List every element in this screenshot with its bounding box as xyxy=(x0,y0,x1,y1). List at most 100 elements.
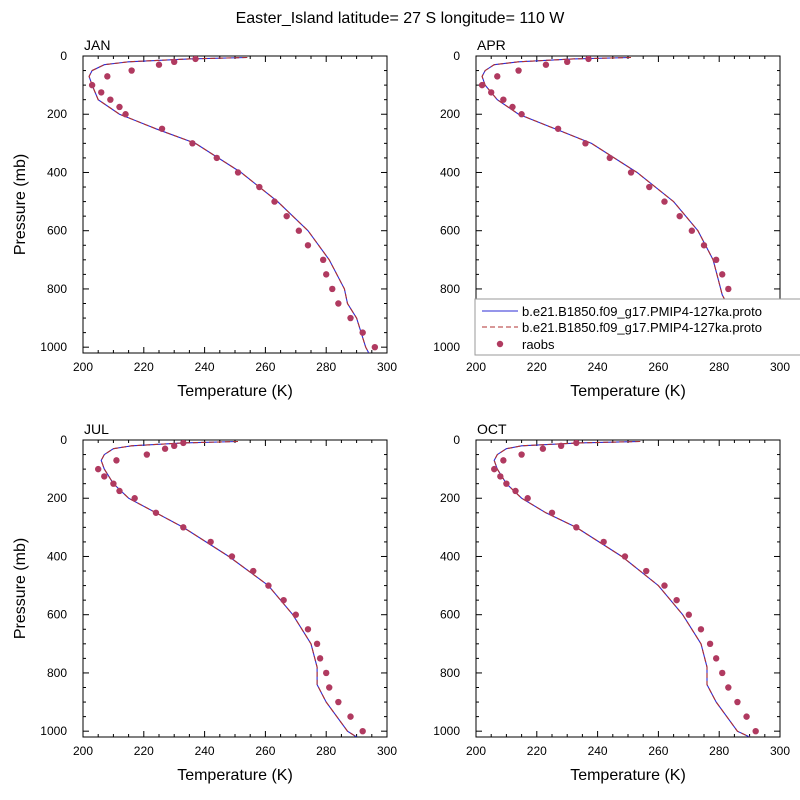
y-tick-label: 1000 xyxy=(433,340,460,354)
y-tick-label: 800 xyxy=(440,666,460,680)
panel-label-jan: JAN xyxy=(84,37,110,53)
x-axis-label: Temperature (K) xyxy=(570,383,686,400)
x-tick-label: 260 xyxy=(255,360,275,374)
raobs-point xyxy=(554,125,562,132)
raobs-point xyxy=(323,271,330,278)
raobs-point xyxy=(500,96,507,103)
series-line-model-b xyxy=(481,56,760,353)
raobs-point xyxy=(488,89,495,96)
y-tick-label: 400 xyxy=(440,165,460,179)
raobs-point xyxy=(158,125,166,132)
raobs-point xyxy=(725,684,732,691)
y-tick-label: 600 xyxy=(47,224,67,238)
x-tick-label: 240 xyxy=(588,360,608,374)
series-line-model-a xyxy=(100,440,357,737)
x-tick-label: 240 xyxy=(588,744,608,758)
raobs-point xyxy=(265,582,272,589)
x-tick-label: 240 xyxy=(195,744,215,758)
raobs-point xyxy=(359,329,366,336)
raobs-point xyxy=(171,442,178,450)
y-tick-label: 0 xyxy=(453,433,460,447)
raobs-point xyxy=(524,495,531,502)
x-tick-label: 240 xyxy=(195,360,215,374)
raobs-point xyxy=(548,509,556,516)
raobs-point xyxy=(719,271,726,278)
raobs-point xyxy=(725,285,732,293)
legend: b.e21.B1850.f09_g17.PMIP4-127ka.proto b.… xyxy=(474,298,800,356)
legend-swatch-raobs xyxy=(496,340,504,348)
x-tick-label: 280 xyxy=(316,360,336,374)
raobs-point xyxy=(606,154,613,162)
raobs-point xyxy=(712,655,720,662)
x-tick-label: 220 xyxy=(527,360,547,374)
y-tick-label: 400 xyxy=(440,549,460,563)
raobs-point xyxy=(564,58,571,66)
raobs-point xyxy=(171,58,178,66)
figure-title: Easter_Island latitude= 27 S longitude= … xyxy=(236,10,566,27)
raobs-point xyxy=(271,198,278,205)
raobs-point xyxy=(104,73,111,80)
raobs-point xyxy=(478,81,486,89)
raobs-point xyxy=(743,713,750,720)
raobs-point xyxy=(688,227,696,234)
x-tick-label: 200 xyxy=(73,744,93,758)
raobs-point xyxy=(573,440,580,447)
raobs-point xyxy=(621,553,629,560)
raobs-point xyxy=(101,473,108,480)
raobs-point xyxy=(180,524,187,531)
y-tick-label: 600 xyxy=(440,224,460,238)
legend-label-model-a: b.e21.B1850.f09_g17.PMIP4-127ka.proto xyxy=(522,304,762,319)
panel-jul: 200 220 240 260 280 300 0 200 400 600 800 1000 JUL Te… xyxy=(12,421,397,784)
raobs-point xyxy=(228,553,236,560)
x-tick-label: 220 xyxy=(134,744,154,758)
raobs-point xyxy=(143,451,151,458)
raobs-point xyxy=(207,538,214,546)
raobs-point xyxy=(326,684,333,691)
y-tick-label: 400 xyxy=(47,549,67,563)
panel-label-oct: OCT xyxy=(477,421,507,437)
panels: 200 220 240 260 280 300 0 200 400 600 800 1000 JAN Te… xyxy=(12,37,790,784)
axis-frame xyxy=(475,439,781,738)
raobs-point xyxy=(500,457,507,464)
raobs-point xyxy=(673,596,680,604)
x-tick-label: 300 xyxy=(377,360,397,374)
x-tick-label: 220 xyxy=(527,744,547,758)
x-axis-label: Temperature (K) xyxy=(177,383,293,400)
panel-oct: 200 220 240 260 280 300 0 200 400 600 800 1000 OCT Te… xyxy=(433,421,790,784)
raobs-point xyxy=(712,256,720,264)
raobs-point xyxy=(371,343,379,351)
raobs-point xyxy=(661,198,668,205)
raobs-point xyxy=(752,727,759,735)
raobs-point xyxy=(110,480,117,487)
x-tick-label: 200 xyxy=(466,360,486,374)
raobs-point xyxy=(128,67,135,74)
raobs-point xyxy=(734,698,741,706)
raobs-point xyxy=(180,440,187,447)
raobs-point xyxy=(518,111,525,118)
y-tick-label: 800 xyxy=(47,282,67,296)
y-tick-label: 1000 xyxy=(40,724,67,738)
y-tick-label: 1000 xyxy=(40,340,67,354)
x-tick-label: 200 xyxy=(73,360,93,374)
raobs-point xyxy=(573,524,580,531)
raobs-point xyxy=(582,140,589,147)
raobs-point xyxy=(304,242,312,249)
raobs-point xyxy=(509,103,516,111)
x-tick-label: 260 xyxy=(648,360,668,374)
raobs-point xyxy=(585,56,592,63)
raobs-point xyxy=(719,669,726,677)
raobs-point xyxy=(518,451,525,458)
raobs-point xyxy=(250,567,257,575)
x-tick-label: 260 xyxy=(648,744,668,758)
raobs-point xyxy=(234,169,242,176)
x-tick-label: 300 xyxy=(770,360,790,374)
raobs-point xyxy=(329,285,336,293)
y-axis-label: Pressure (mb) xyxy=(12,538,29,639)
raobs-point xyxy=(107,96,114,103)
y-axis-label: Pressure (mb) xyxy=(12,154,29,255)
raobs-point xyxy=(189,140,196,147)
raobs-point xyxy=(335,300,342,307)
raobs-point xyxy=(697,626,705,633)
raobs-point xyxy=(256,183,263,191)
